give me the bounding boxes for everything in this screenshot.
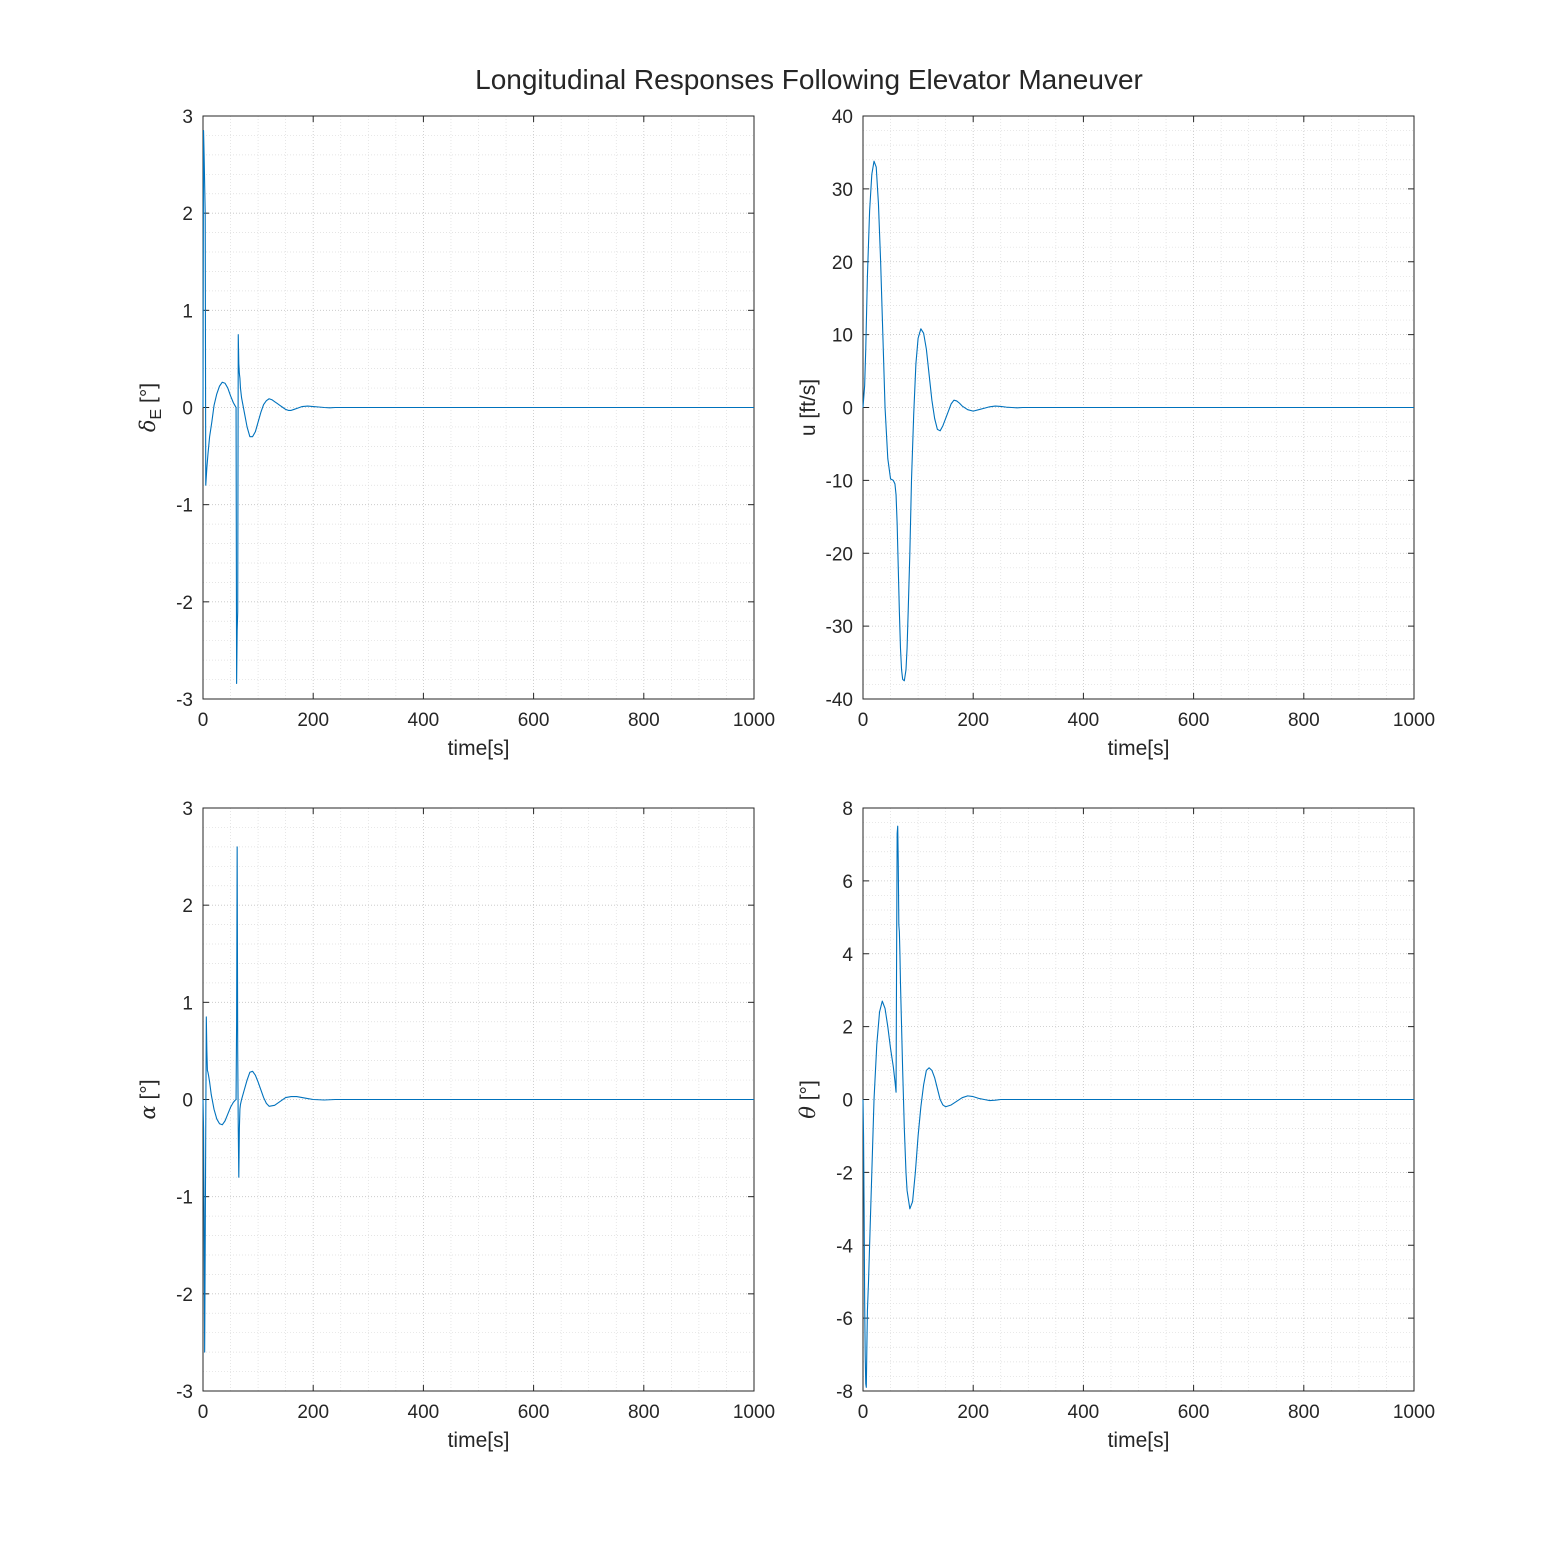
series-line-alpha [202,846,754,1353]
y-tick-label: 2 [842,1018,853,1039]
y-tick-label: 0 [842,399,853,420]
figure-title: Longitudinal Responses Following Elevato… [475,64,1143,95]
y-tick-label: 0 [842,1091,853,1112]
x-tick-label: 0 [198,1402,209,1423]
x-tick-label: 1000 [1393,1402,1435,1423]
y-tick-label: 0 [182,1091,193,1112]
y-tick-label: 3 [182,799,193,820]
y-tick-label: 20 [832,253,853,274]
x-tick-label: 800 [1288,710,1320,731]
x-axis-label: time[s] [1108,1429,1170,1452]
x-tick-label: 1000 [733,1402,775,1423]
y-tick-label: 2 [182,204,193,225]
y-tick-label: 6 [842,872,853,893]
y-tick-label: -30 [826,617,853,638]
y-axis-label: u [ft/s] [797,379,820,436]
x-tick-label: 0 [858,1402,869,1423]
x-tick-label: 0 [858,710,869,731]
y-axis-label: δE [°] [136,383,165,432]
x-tick-label: 1000 [1393,710,1435,731]
x-tick-label: 1000 [733,710,775,731]
x-tick-label: 200 [297,710,329,731]
x-tick-label: 600 [1178,1402,1210,1423]
y-axis-label-unit: [°] [137,1079,160,1105]
subplot-u: 0 200 400 600 800 1000 -40 -30 -20 -10 0 10 20 30 40 ti… [797,107,1435,760]
y-tick-label: 3 [182,107,193,128]
y-tick-label: 1 [182,301,193,322]
y-axis-label-symbol: θ [796,1106,820,1119]
subplot-delta_e: 0 200 400 600 800 1000 -3 -2 -1 0 1 2 3 time[s] δE [°] [136,107,775,760]
subplot-alpha: 0 200 400 600 800 1000 -3 -2 -1 0 1 2 3 time[s] α [°] [136,799,775,1452]
y-tick-label: -20 [826,544,853,565]
x-tick-label: 400 [408,710,440,731]
y-tick-label: 10 [832,326,853,347]
x-axis-label: time[s] [448,1429,510,1452]
x-tick-label: 600 [1178,710,1210,731]
x-tick-label: 200 [957,1402,989,1423]
series-line-theta [862,825,1414,1388]
subplot-theta: 0 200 400 600 800 1000 -8 -6 -4 -2 0 2 4 6 8 time[s] θ [… [796,799,1435,1452]
y-axis-label-symbol: α [136,1105,160,1119]
y-axis-label-symbol: δ [136,419,160,432]
x-tick-label: 600 [518,710,550,731]
x-tick-label: 400 [1068,1402,1100,1423]
y-tick-label: 40 [832,107,853,128]
x-tick-label: 800 [628,1402,660,1423]
y-tick-label: -10 [826,471,853,492]
x-tick-label: 800 [628,710,660,731]
y-tick-label: 4 [842,945,853,966]
y-tick-label: -3 [176,1382,193,1403]
x-tick-label: 200 [297,1402,329,1423]
y-tick-label: 30 [832,180,853,201]
y-tick-label: -4 [836,1236,853,1257]
y-tick-label: -6 [836,1309,853,1330]
y-tick-label: -2 [836,1163,853,1184]
x-tick-label: 0 [198,710,209,731]
y-axis-label-unit: [°] [137,383,160,409]
y-tick-label: -40 [826,690,853,711]
y-tick-label: -8 [836,1382,853,1403]
x-tick-label: 400 [408,1402,440,1423]
y-tick-label: 2 [182,896,193,917]
x-axis-label: time[s] [1108,737,1170,760]
y-tick-label: 0 [182,399,193,420]
x-tick-label: 600 [518,1402,550,1423]
y-axis-label-unit: [°] [797,1080,820,1106]
series-line-delta_e [202,130,754,685]
y-axis-label-subscript: E [148,409,165,420]
y-tick-label: -2 [176,1285,193,1306]
series-line-u [862,160,1414,682]
x-tick-label: 800 [1288,1402,1320,1423]
y-tick-label: -2 [176,593,193,614]
y-tick-label: 8 [842,799,853,820]
y-axis-label: α [°] [136,1079,160,1119]
x-axis-label: time[s] [448,737,510,760]
y-tick-label: -3 [176,690,193,711]
y-axis-label: θ [°] [796,1080,820,1119]
y-tick-label: 1 [182,993,193,1014]
x-tick-label: 200 [957,710,989,731]
y-tick-label: -1 [176,496,193,517]
y-tick-label: -1 [176,1188,193,1209]
x-tick-label: 400 [1068,710,1100,731]
